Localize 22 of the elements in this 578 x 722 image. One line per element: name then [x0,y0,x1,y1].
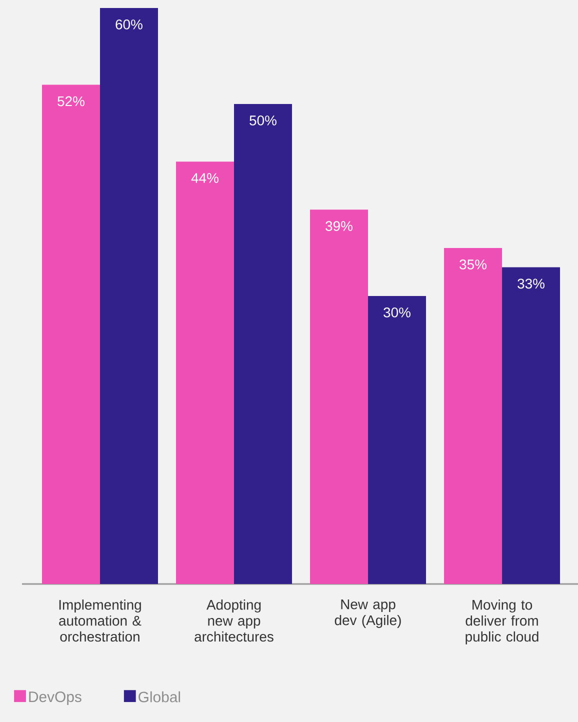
data-label: 52% [58,96,84,106]
data-label: 50% [250,116,276,126]
data-label: 35% [460,260,486,270]
bar [176,162,234,584]
data-label: 44% [191,173,218,183]
data-label: 39% [326,221,352,231]
data-label: 33% [518,278,544,289]
bar [100,8,158,584]
bar [502,267,560,584]
data-label: 60% [116,20,142,30]
legend-label: Global [138,691,180,702]
bar [368,296,426,584]
bar [310,210,368,584]
data-label: 30% [384,308,410,318]
x-tick-label: Moving to deliver from public cloud [466,600,538,644]
x-tick-label: Adopting new app architectures [194,600,274,642]
x-tick-label: New app dev (Agile) [334,600,401,628]
bar [234,104,292,584]
x-tick-label: Implementing automation & orchestration [59,600,142,642]
legend-label: DevOps [29,692,82,706]
bar [42,84,100,584]
bar [444,248,502,584]
